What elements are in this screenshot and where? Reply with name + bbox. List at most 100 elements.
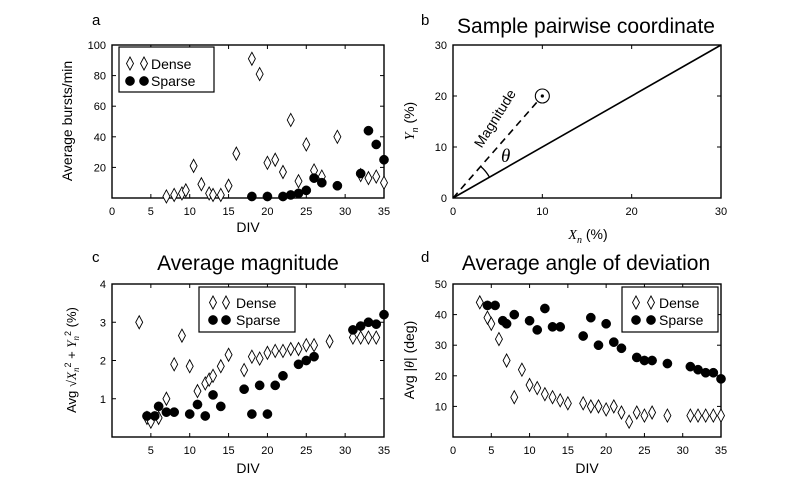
dense-point	[663, 408, 672, 424]
x-tick-label: 25	[638, 445, 650, 457]
x-tick-label: 0	[450, 445, 456, 457]
x-axis-label-d: DIV	[575, 460, 599, 476]
x-tick-label: 5	[148, 206, 154, 218]
sparse-point	[555, 321, 566, 332]
dense-point	[255, 66, 264, 82]
y-tick-label: 2	[100, 356, 106, 368]
x-axis-label-a: DIV	[236, 219, 260, 235]
x-tick-label: 35	[378, 206, 390, 218]
sparse-point	[371, 319, 382, 330]
legend-dense-diamond-icon	[139, 56, 149, 71]
sparse-point	[301, 355, 312, 366]
sparse-point	[348, 325, 358, 335]
legend-box-d	[621, 286, 719, 333]
dense-point	[701, 408, 710, 424]
legend-dense-diamond-icon	[125, 56, 135, 71]
dense-point	[162, 391, 171, 407]
panel-a-bursts: a 0 5 10 15 20 25 30 35 20 40 60 80 100 DIV Average …	[59, 12, 390, 235]
x-axis-label-b: Xn (%)	[567, 226, 607, 246]
dense-point	[372, 169, 381, 185]
sparse-point	[153, 401, 164, 412]
dense-point	[533, 380, 542, 396]
sparse-point	[169, 407, 180, 417]
panel-b-coordinate: b Sample pairwise coordinate 0 10 20 30 0 10 2…	[401, 12, 727, 246]
dense-point	[609, 398, 618, 414]
plot-frame-d	[452, 283, 722, 438]
dense-point	[263, 345, 272, 361]
theta-annotation: θ	[501, 146, 510, 167]
dense-point	[364, 330, 373, 345]
dense-point	[594, 398, 603, 414]
x-tick-label: 25	[300, 206, 312, 218]
x-tick-label: 5	[148, 445, 154, 457]
sparse-point	[262, 191, 273, 202]
x-tick-label: 30	[339, 445, 351, 457]
x-tick-label: 10	[184, 445, 196, 457]
dense-point	[255, 351, 264, 367]
x-tick-label: 0	[109, 206, 115, 218]
dense-point	[286, 112, 295, 128]
x-tick-label: 25	[300, 445, 312, 457]
y-axis-label-a: Average bursts/min	[59, 61, 75, 181]
sparse-point	[608, 337, 619, 347]
sparse-point	[379, 154, 389, 165]
legend-box-a	[118, 46, 215, 93]
legend-label-sparse: Sparse	[151, 73, 196, 89]
legend-dense-diamond-icon	[646, 295, 656, 310]
sparse-point	[192, 399, 203, 410]
dense-point	[209, 368, 218, 384]
dense-point	[271, 152, 280, 168]
sparse-point	[301, 185, 312, 196]
sparse-point	[509, 309, 520, 320]
sparse-point	[371, 139, 382, 150]
y-tick-label: 30	[435, 340, 447, 352]
panel-c-magnitude: c Average magnitude 5 10 15 20 25 30 35 1 2 3 4 DI…	[63, 249, 390, 476]
sparse-point	[332, 180, 343, 191]
y-axis-label-c: Avg √Xn2 + Yn2 (%)	[63, 307, 81, 413]
sparse-point	[200, 411, 211, 421]
dense-point	[602, 402, 611, 417]
sparse-point	[532, 325, 543, 335]
dense-point	[510, 389, 519, 405]
x-tick-label: 20	[261, 445, 273, 457]
x-axis-label-c: DIV	[236, 460, 260, 476]
dense-point	[372, 330, 381, 345]
sparse-point	[601, 318, 611, 329]
dense-point	[540, 386, 549, 402]
dense-point	[686, 408, 695, 424]
dense-point	[525, 377, 534, 393]
y-tick-label: 20	[94, 162, 106, 174]
dense-point	[135, 314, 144, 330]
dense-point	[278, 343, 287, 359]
dense-point	[278, 164, 287, 180]
data-points-a	[162, 51, 389, 204]
dense-point	[162, 189, 171, 204]
plot-frame-b	[452, 44, 722, 199]
y-tick-label: 20	[435, 91, 447, 103]
y-tick-label: 10	[435, 401, 447, 413]
sparse-point	[208, 390, 218, 400]
sparse-point	[247, 191, 257, 202]
data-points-c	[135, 309, 389, 430]
y-tick-label: 3	[100, 317, 106, 329]
dense-point	[640, 408, 649, 424]
x-tick-label: 30	[677, 445, 689, 457]
legend-dense-diamond-icon	[631, 295, 641, 310]
y-tick-label: 100	[88, 40, 106, 52]
data-points-d	[475, 294, 726, 430]
x-tick-label: 30	[339, 206, 351, 218]
sample-point	[540, 94, 544, 98]
sparse-point	[501, 318, 512, 329]
dense-point	[694, 408, 703, 424]
y-tick-label: 20	[435, 371, 447, 383]
legend-sparse-circle-icon	[208, 315, 218, 325]
dense-point	[170, 356, 179, 372]
y-tick-label: 50	[435, 279, 447, 291]
dense-point	[181, 182, 190, 198]
dense-point	[333, 129, 342, 145]
dense-point	[364, 170, 373, 186]
dense-point	[356, 330, 365, 345]
dense-point	[517, 362, 526, 378]
dense-point	[286, 341, 295, 357]
dense-point	[294, 173, 303, 189]
